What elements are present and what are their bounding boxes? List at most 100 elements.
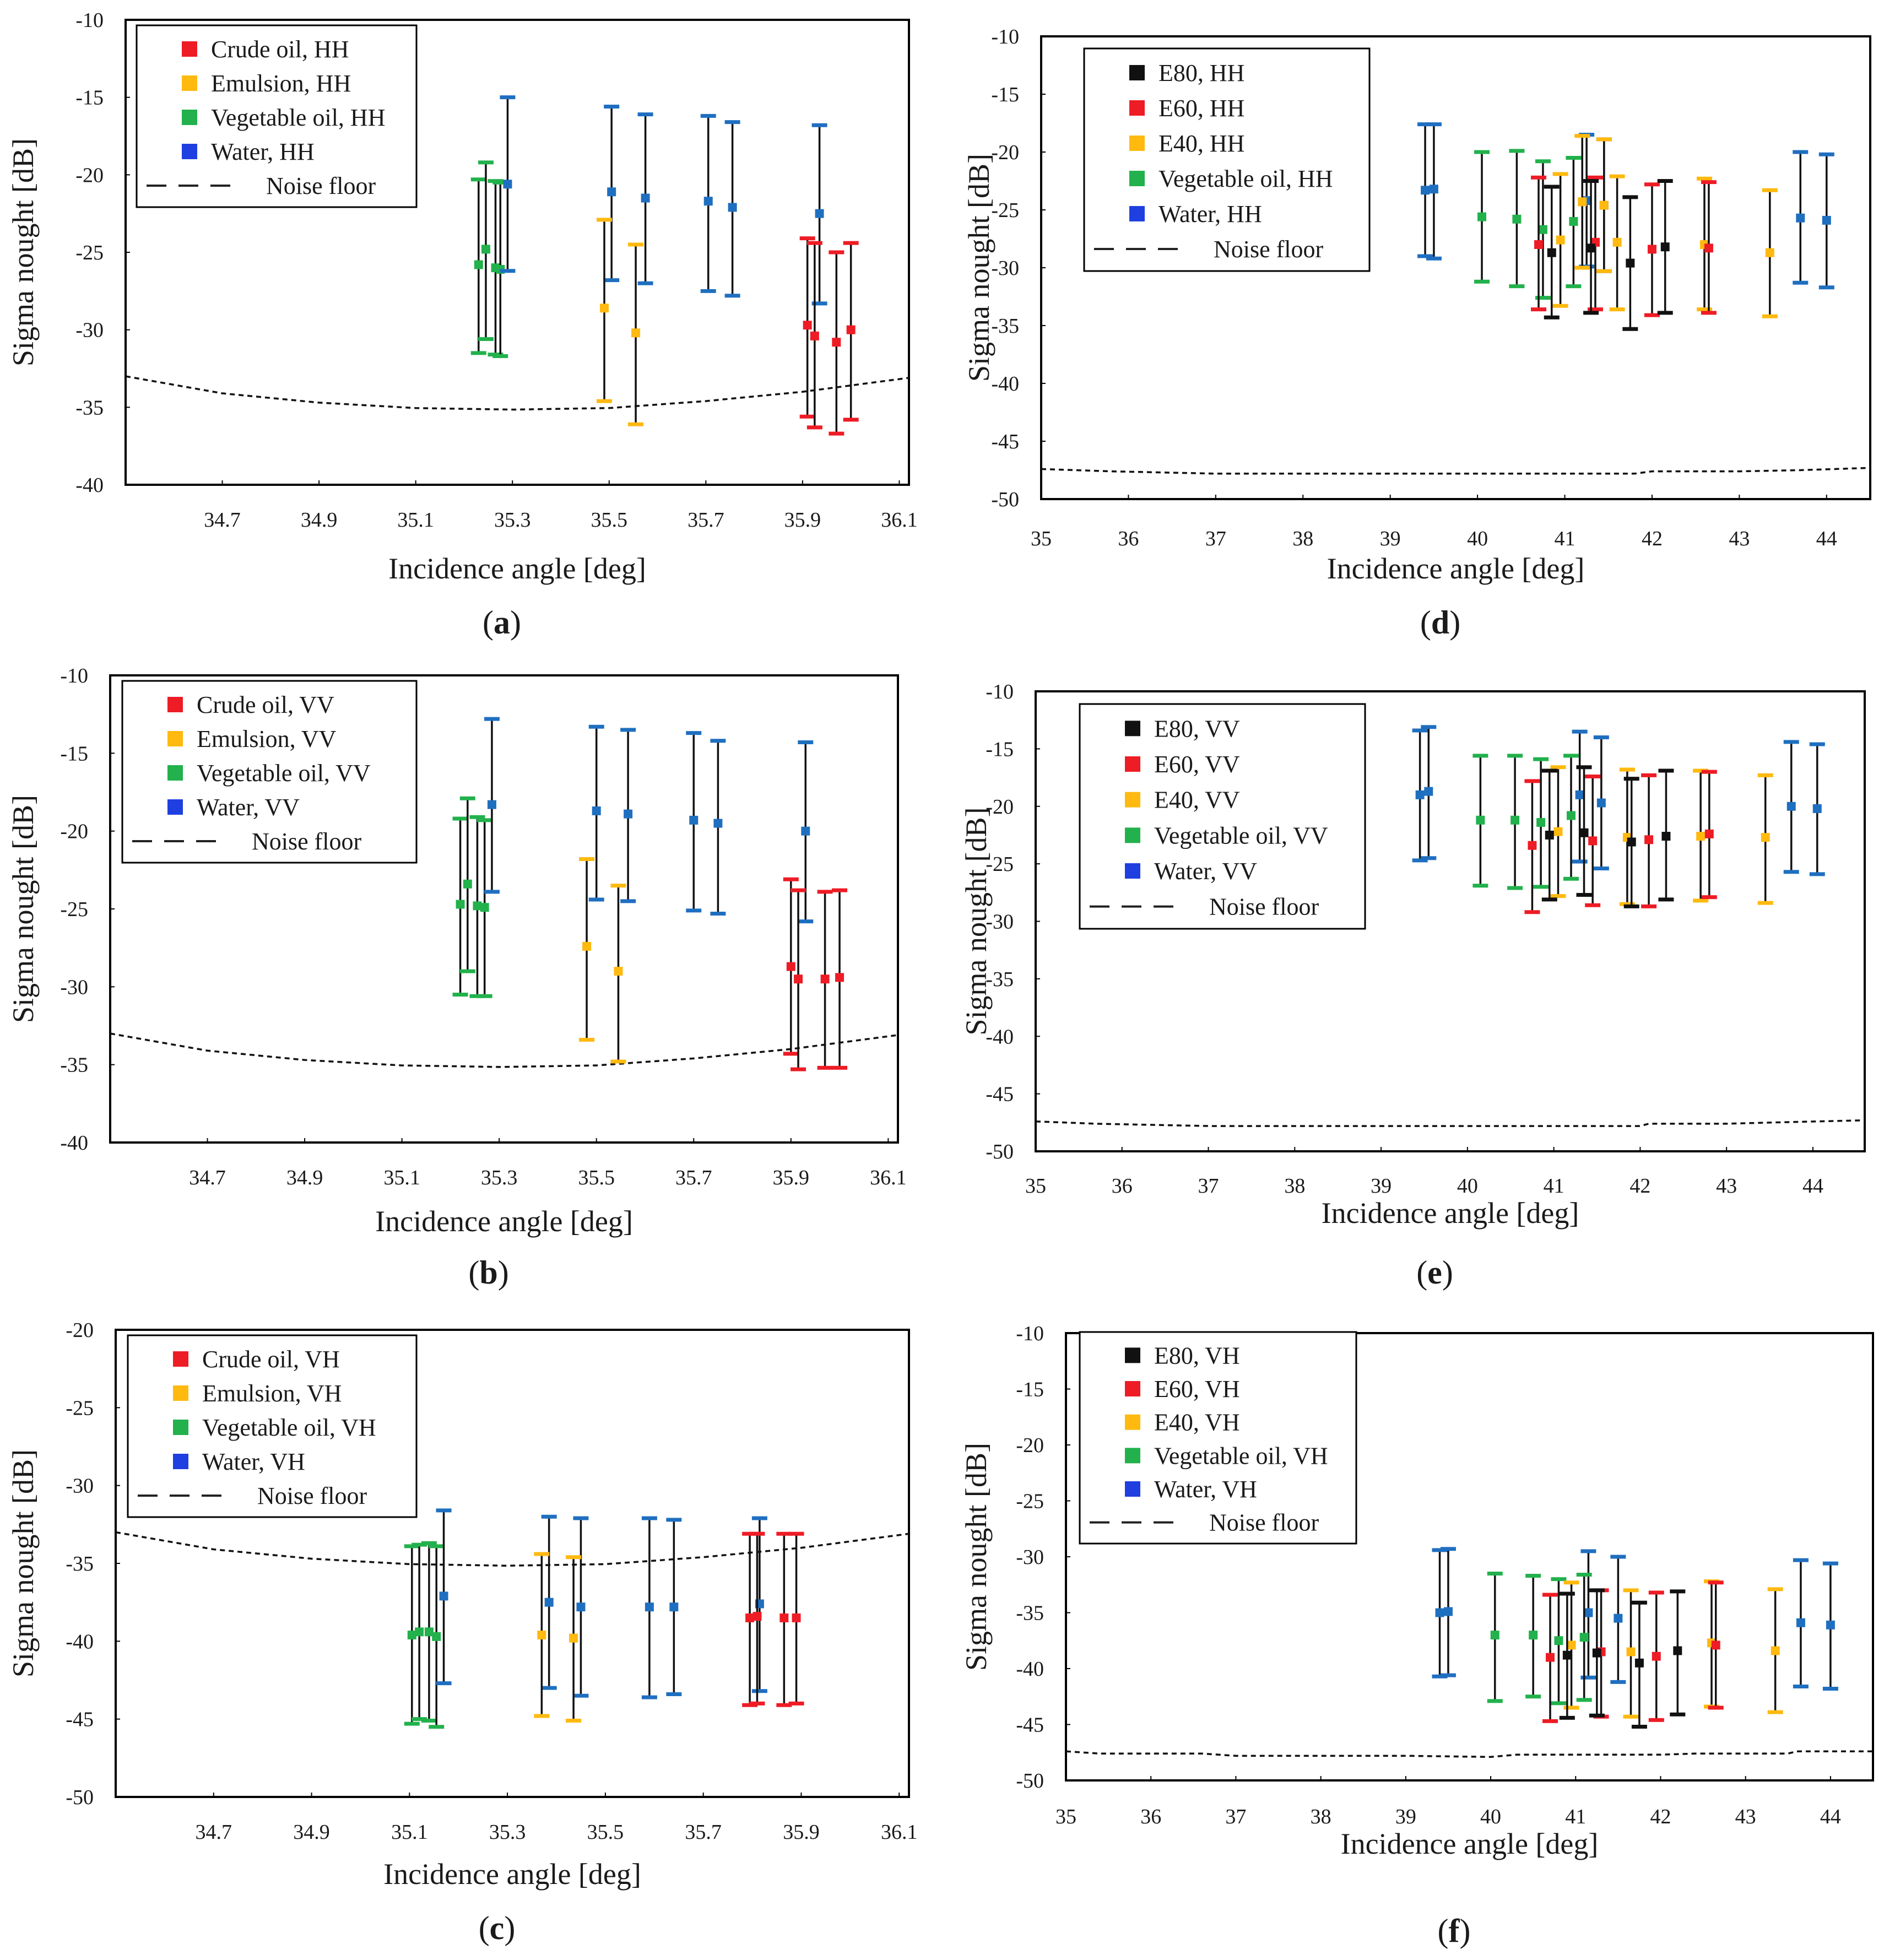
legend-label: Emulsion, VV xyxy=(197,725,337,752)
data-point xyxy=(1626,258,1635,268)
x-axis-label: Incidence angle [deg] xyxy=(388,552,646,585)
data-point xyxy=(1545,830,1554,840)
y-tick-label: -30 xyxy=(986,911,1014,934)
data-point xyxy=(1547,248,1556,257)
legend-swatch xyxy=(1129,65,1145,80)
y-tick-label: -40 xyxy=(75,474,104,497)
chart-panel-a: -10 -15 -20 -25 -30 -35 -40 34.7 34.9 35.1 35.3 35.… xyxy=(7,9,918,641)
data-point xyxy=(456,900,465,909)
series-e60 xyxy=(1542,1580,1724,1723)
legend-swatch xyxy=(1129,136,1145,151)
chart-panel-e: -10 -15 -20 -25 -30 -35 -40 -45 -50 35 36 37 38 39 40 4… xyxy=(960,680,1866,1291)
series-water xyxy=(484,717,814,924)
legend-label: Emulsion, HH xyxy=(211,70,351,97)
data-point xyxy=(1796,1618,1805,1627)
x-tick-label: 42 xyxy=(1650,1805,1671,1828)
legend-swatch xyxy=(1125,1414,1140,1430)
data-point xyxy=(1538,225,1547,234)
data-point xyxy=(1599,201,1609,210)
y-tick-label: -50 xyxy=(991,488,1019,511)
x-tick-label: 35 xyxy=(1031,527,1052,550)
y-tick-label: -35 xyxy=(66,1552,94,1575)
y-tick-label: -40 xyxy=(60,1131,88,1155)
y-tick-label: -40 xyxy=(66,1630,94,1653)
y-tick-label: -15 xyxy=(1016,1378,1044,1401)
y-tick-label: -25 xyxy=(1016,1490,1044,1513)
series-e40 xyxy=(1563,1579,1783,1719)
x-tick-label: 34.9 xyxy=(293,1821,330,1844)
data-point xyxy=(1796,213,1805,223)
x-tick-label: 34.7 xyxy=(189,1166,226,1189)
x-tick-label: 37 xyxy=(1198,1174,1219,1198)
legend-swatch xyxy=(173,1351,188,1367)
data-point xyxy=(1512,214,1522,224)
legend-label: E40, VV xyxy=(1154,787,1240,814)
legend-swatch xyxy=(1125,1347,1140,1363)
series-emulsion xyxy=(534,1552,582,1723)
legend-label: Crude oil, HH xyxy=(211,36,349,63)
data-point xyxy=(1579,828,1589,837)
data-point xyxy=(1578,197,1587,207)
y-tick-label: -10 xyxy=(75,9,104,32)
y-tick-label: -30 xyxy=(991,257,1019,280)
x-tick-label: 36 xyxy=(1118,527,1139,550)
data-point xyxy=(820,974,830,984)
x-tick-label: 35.1 xyxy=(397,508,434,532)
y-tick-label: -45 xyxy=(66,1708,94,1731)
data-point xyxy=(1644,835,1654,844)
series-crude-oil xyxy=(783,877,848,1071)
data-point xyxy=(624,809,633,819)
x-tick-label: 35.3 xyxy=(481,1166,518,1189)
legend-swatch xyxy=(1129,171,1145,186)
y-tick-label: -20 xyxy=(60,820,88,843)
data-point xyxy=(614,967,623,976)
legend-swatch xyxy=(167,697,183,712)
x-tick-label: 43 xyxy=(1716,1174,1737,1198)
data-point xyxy=(728,203,737,212)
data-point xyxy=(1587,243,1596,253)
x-tick-label: 35.9 xyxy=(784,508,821,532)
data-point xyxy=(415,1627,424,1637)
data-point xyxy=(1634,1658,1644,1667)
y-tick-label: -35 xyxy=(1016,1602,1044,1625)
data-point xyxy=(1696,832,1706,841)
data-point xyxy=(600,304,609,313)
data-point xyxy=(745,1613,755,1622)
data-point xyxy=(752,1612,762,1621)
series-vegetable-oil xyxy=(470,160,508,358)
data-point xyxy=(1592,1648,1601,1658)
legend: Crude oil, VH Emulsion, VH Vegetable oil, … xyxy=(127,1334,418,1518)
x-tick-label: 40 xyxy=(1467,527,1488,550)
legend: Crude oil, HH Emulsion, HH Vegetable oil, … xyxy=(136,24,418,208)
legend-label: E80, VV xyxy=(1154,715,1240,742)
data-point xyxy=(1711,1640,1720,1650)
x-tick-label: 35.1 xyxy=(383,1166,420,1189)
y-tick-label: -25 xyxy=(66,1396,94,1420)
x-tick-label: 35.5 xyxy=(591,508,628,532)
y-tick-label: -45 xyxy=(986,1083,1014,1106)
y-tick-label: -20 xyxy=(986,795,1014,819)
x-tick-label: 35.1 xyxy=(391,1821,428,1844)
data-point xyxy=(473,901,482,911)
y-tick-label: -25 xyxy=(986,853,1014,876)
data-point xyxy=(1529,1631,1538,1640)
legend-swatch xyxy=(173,1385,188,1401)
data-point xyxy=(432,1632,441,1641)
data-point xyxy=(794,974,803,984)
legend-label: Vegetable oil, VV xyxy=(1154,822,1328,849)
y-tick-label: -50 xyxy=(66,1786,94,1809)
legend-label: E60, HH xyxy=(1158,95,1244,122)
y-axis-label: Sigma nought [dB] xyxy=(7,138,40,366)
x-tick-label: 35.7 xyxy=(675,1166,712,1189)
x-tick-label: 37 xyxy=(1225,1805,1246,1828)
legend-label: Vegetable oil, VH xyxy=(202,1414,376,1441)
legend-swatch xyxy=(182,144,197,159)
data-point xyxy=(631,328,641,338)
y-tick-label: -20 xyxy=(1016,1434,1044,1457)
legend: Crude oil, VV Emulsion, VV Vegetable oil, … xyxy=(121,680,418,864)
x-tick-label: 36.1 xyxy=(870,1166,907,1189)
legend-label: Water, VV xyxy=(197,794,300,821)
noise-floor-line xyxy=(115,1531,909,1567)
data-point xyxy=(645,1602,654,1612)
data-point xyxy=(1660,242,1670,252)
